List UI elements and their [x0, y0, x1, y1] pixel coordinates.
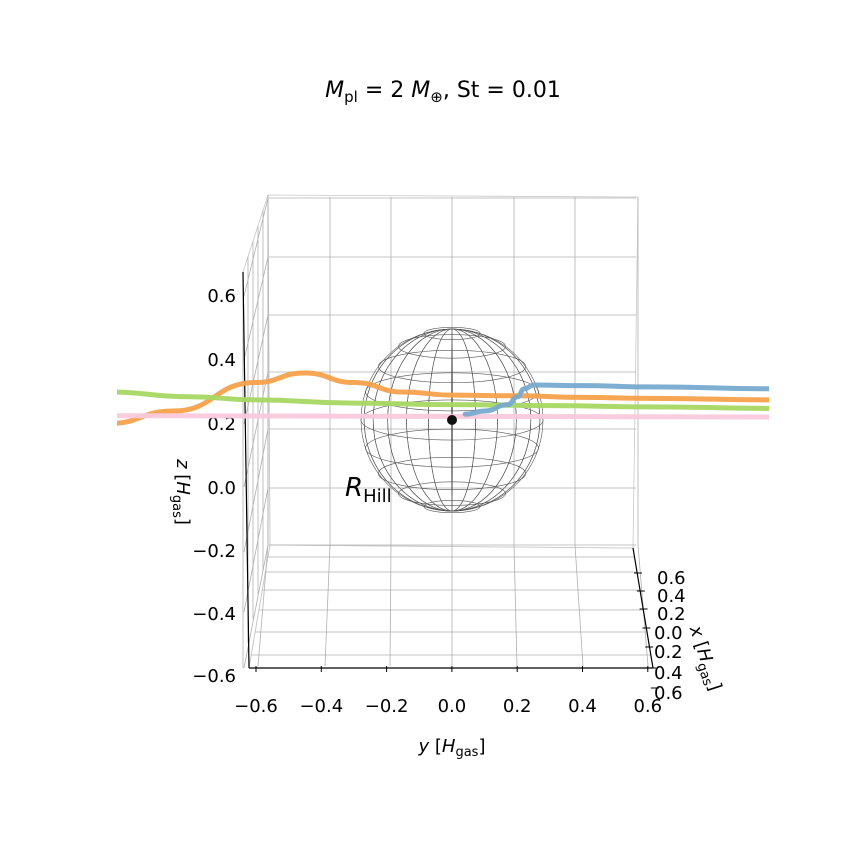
grid-line-left-horizontal: [243, 371, 269, 488]
x-tick-label: 0.0: [654, 623, 683, 644]
x-axis-line: [632, 547, 654, 669]
x-tick-label: 0.4: [657, 586, 686, 607]
y-tick-label: −0.4: [299, 696, 343, 717]
z-tick-label: −0.2: [192, 541, 236, 562]
x-axis-label: x [Hgas]: [682, 622, 726, 694]
y-tick-label: 0.2: [503, 696, 532, 717]
grid-line-left-horizontal: [243, 544, 269, 669]
z-tick-label: −0.6: [192, 666, 236, 687]
floor-pane: [248, 544, 654, 669]
z-tick-label: 0.4: [207, 350, 236, 371]
grid-line-floor-depth: [324, 544, 331, 667]
tick-labels: −0.6 −0.4 −0.2 0.0 0.2 0.4 0.6−0.6−0.4−0.20.00…: [192, 286, 685, 717]
grid-line-floor-depth: [389, 544, 392, 667]
z-tick-label: 0.6: [207, 286, 236, 307]
trajectory-line: [462, 382, 769, 417]
z-tick-label: −0.4: [192, 604, 236, 625]
pane-outlines: [242, 194, 654, 669]
grid-line-floor-depth: [257, 544, 269, 667]
y-tick-label: 0.6: [633, 696, 662, 717]
trajectory-line: [117, 413, 769, 420]
z-axis-label: z [Hgas]: [169, 458, 193, 525]
back-pane: [267, 194, 639, 549]
chart-title: Mpl = 2 M⊕, St = 0.01: [325, 78, 561, 106]
y-tick-label: −0.6: [234, 696, 278, 717]
grid-line-left-horizontal: [243, 314, 269, 425]
hill-sphere: [360, 326, 544, 514]
y-tick-label: −0.2: [365, 696, 409, 717]
y-axis-label: y [Hgas]: [418, 736, 486, 760]
hill-radius-label: RHill: [345, 473, 392, 507]
trajectory-line: [117, 370, 769, 426]
grid-line-left-horizontal: [243, 256, 269, 361]
x-tick-label: 0.6: [654, 683, 683, 704]
y-tick-label: 0.4: [568, 696, 597, 717]
x-tick-label: 0.4: [654, 663, 683, 684]
x-tick-label: 0.2: [657, 604, 686, 625]
z-tick-label: 0.0: [207, 478, 236, 499]
grid-line-left-horizontal: [243, 197, 269, 297]
grid-line-floor-depth: [513, 544, 518, 667]
grid-line-floor-depth: [574, 544, 584, 667]
x-tick-label: 0.2: [654, 642, 683, 663]
y-tick-label: 0.0: [438, 696, 467, 717]
planet-marker: [447, 415, 457, 425]
trajectory-line: [117, 389, 769, 411]
z-axis-line: [242, 271, 250, 669]
x-tick-label: 0.6: [657, 568, 686, 589]
grid-lines: [242, 195, 651, 669]
z-tick-label: 0.2: [207, 414, 236, 435]
grid-line-left-horizontal: [243, 428, 269, 553]
trajectories: [117, 370, 769, 426]
